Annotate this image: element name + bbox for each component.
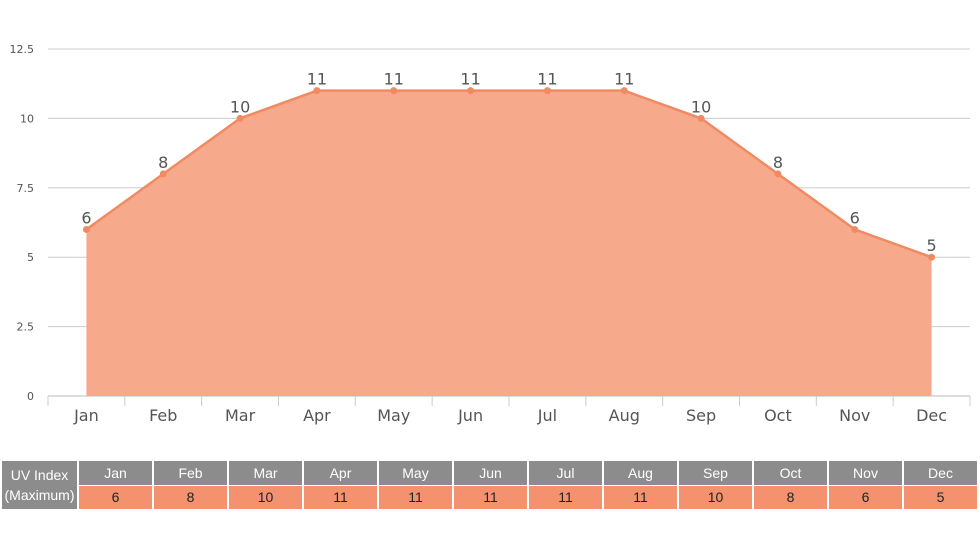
x-tick-label: Feb bbox=[149, 406, 177, 425]
x-tick-label: Dec bbox=[916, 406, 947, 425]
table-value-cell: 8 bbox=[754, 485, 827, 509]
x-tick-label: Aug bbox=[609, 406, 640, 425]
data-label: 11 bbox=[307, 70, 327, 89]
table-month-row: UV Index (Maximum) Jan Feb Mar Apr May J… bbox=[2, 461, 977, 509]
data-point bbox=[390, 87, 398, 95]
data-label: 10 bbox=[230, 97, 250, 116]
x-tick-label: Sep bbox=[686, 406, 716, 425]
table-month-cell: Aug bbox=[604, 461, 677, 485]
table-value-cell: 11 bbox=[604, 485, 677, 509]
table-value-cell: 11 bbox=[454, 485, 527, 509]
table-value-cell: 11 bbox=[529, 485, 602, 509]
x-tick-label: Mar bbox=[225, 406, 256, 425]
data-label: 10 bbox=[691, 97, 711, 116]
data-label: 11 bbox=[460, 70, 480, 89]
table-month-cell: Jun bbox=[454, 461, 527, 485]
data-label: 11 bbox=[614, 70, 634, 89]
table-month-cell: Oct bbox=[754, 461, 827, 485]
y-tick-label: 12.5 bbox=[10, 43, 35, 56]
uv-index-table: UV Index (Maximum) Jan Feb Mar Apr May J… bbox=[0, 460, 979, 510]
table-month-cell: Dec bbox=[904, 461, 977, 485]
table-value-cell: 5 bbox=[904, 485, 977, 509]
data-point bbox=[928, 253, 936, 261]
data-label: 6 bbox=[81, 208, 91, 227]
x-tick-label: Jul bbox=[537, 406, 557, 425]
table-month-cell: Nov bbox=[829, 461, 902, 485]
table-value-cell: 6 bbox=[79, 485, 152, 509]
table-value-cell: 10 bbox=[679, 485, 752, 509]
data-label: 8 bbox=[773, 153, 783, 172]
table-value-row: 6 8 10 11 11 11 11 11 10 8 6 5 bbox=[2, 485, 977, 509]
data-point bbox=[620, 87, 628, 95]
data-label: 6 bbox=[850, 208, 860, 227]
uv-index-chart: 0 2.5 5 7.5 10 12.5 6 Jan 8 Feb 10 Mar 11 Apr 11 May 11 J… bbox=[10, 43, 971, 425]
data-point bbox=[774, 170, 782, 178]
table-month-cell: Sep bbox=[679, 461, 752, 485]
table-value-cell: 6 bbox=[829, 485, 902, 509]
data-point bbox=[82, 225, 90, 233]
row-header-line1: UV Index bbox=[10, 467, 69, 483]
x-tick-label: May bbox=[377, 406, 410, 425]
y-tick-label: 2.5 bbox=[17, 321, 35, 334]
data-point bbox=[467, 87, 475, 95]
x-tick-label: Nov bbox=[839, 406, 870, 425]
table-row-header: UV Index (Maximum) bbox=[2, 461, 77, 509]
table-value-cell: 8 bbox=[154, 485, 227, 509]
table-month-cell: May bbox=[379, 461, 452, 485]
x-tick-label: Apr bbox=[303, 406, 331, 425]
data-point bbox=[313, 87, 321, 95]
data-label: 8 bbox=[158, 153, 168, 172]
data-point bbox=[851, 225, 859, 233]
data-point bbox=[697, 114, 705, 122]
data-label: 11 bbox=[537, 70, 557, 89]
data-label: 5 bbox=[926, 236, 936, 255]
table-month-cell: Feb bbox=[154, 461, 227, 485]
row-header-line2: (Maximum) bbox=[4, 487, 75, 503]
y-tick-label: 7.5 bbox=[17, 182, 35, 195]
table-value-cell: 10 bbox=[229, 485, 302, 509]
table-value-cell: 11 bbox=[304, 485, 377, 509]
data-point bbox=[543, 87, 551, 95]
area-fill bbox=[86, 90, 932, 396]
x-tick-label: Oct bbox=[764, 406, 792, 425]
data-point bbox=[236, 114, 244, 122]
y-tick-label: 10 bbox=[20, 112, 34, 125]
data-point bbox=[159, 170, 167, 178]
y-tick-label: 5 bbox=[27, 251, 34, 264]
table-month-cell: Jul bbox=[529, 461, 602, 485]
table-month-cell: Mar bbox=[229, 461, 302, 485]
table-value-cell: 11 bbox=[379, 485, 452, 509]
table-month-cell: Apr bbox=[304, 461, 377, 485]
data-label: 11 bbox=[384, 70, 404, 89]
y-tick-label: 0 bbox=[27, 390, 34, 403]
series-line bbox=[85, 89, 933, 259]
table-month-cell: Jan bbox=[79, 461, 152, 485]
x-tick-label: Jun bbox=[457, 406, 483, 425]
x-tick-label: Jan bbox=[73, 406, 99, 425]
